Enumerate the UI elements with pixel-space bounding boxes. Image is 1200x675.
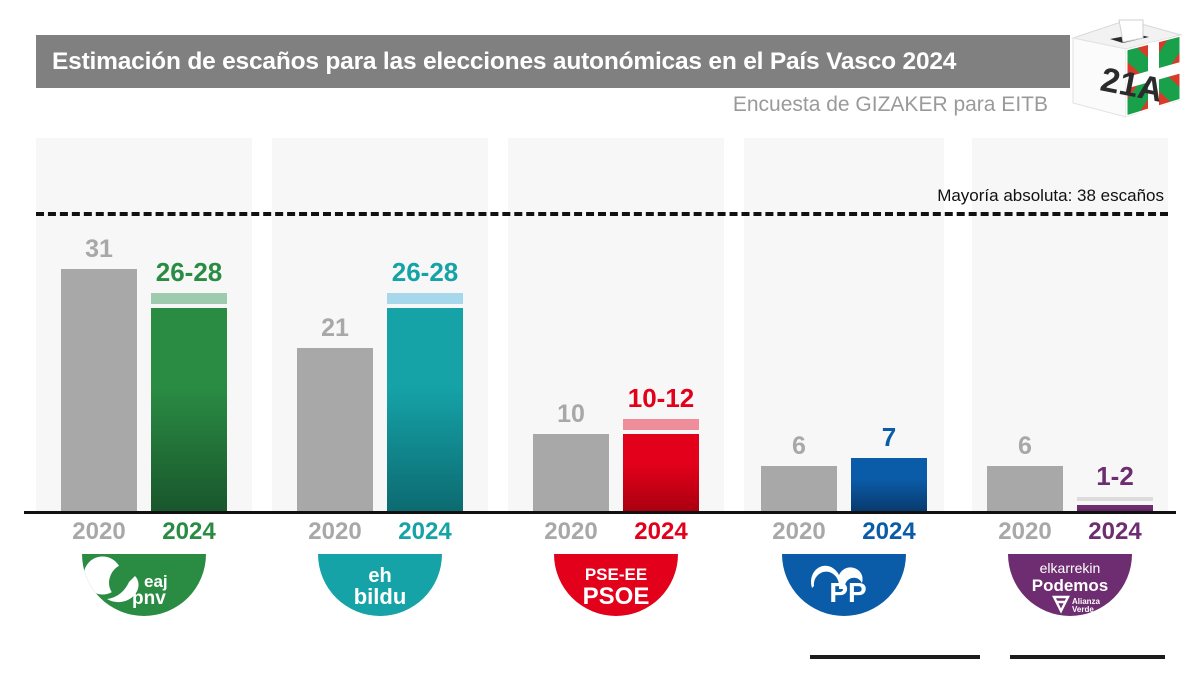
year-label-2024-podemos: 2024	[1088, 518, 1142, 545]
range-band-2024-podemos	[1077, 497, 1153, 502]
pp-logo-mark: PP	[811, 565, 867, 608]
value-label-2020-pnv: 31	[85, 235, 113, 264]
bildu-logo-mark: eh bildu	[354, 565, 407, 609]
bar-2024-pnv	[151, 308, 227, 513]
svg-text:PP: PP	[829, 577, 866, 608]
value-label-2024-pp: 7	[881, 421, 897, 452]
footer-rule-right	[1010, 655, 1165, 659]
range-band-2024-bildu	[387, 292, 463, 305]
year-label-2024-pnv: 2024	[162, 518, 216, 545]
range-band-2024-pnv	[151, 292, 227, 305]
bar-2020-podemos	[987, 465, 1063, 513]
svg-text:Podemos: Podemos	[1032, 576, 1109, 595]
bar-2024-podemos	[1077, 505, 1153, 513]
bar-2020-pse	[533, 434, 609, 513]
subtitle: Encuesta de GIZAKER para EITB	[732, 93, 1048, 116]
party-logo-pnv: eaj pnv	[82, 554, 206, 616]
panel-pp	[744, 138, 944, 513]
year-label-2024-pp: 2024	[862, 518, 916, 545]
bar-2024-bildu	[387, 308, 463, 513]
year-label-2020-podemos: 2020	[998, 518, 1052, 545]
party-logo-pp: PP	[782, 554, 906, 616]
value-label-2024-pse: 10-12	[627, 382, 695, 413]
year-label-2020-bildu: 2020	[308, 518, 362, 545]
range-band-2024-pse	[623, 418, 699, 431]
bar-2024-pp	[851, 457, 927, 513]
value-label-2024-bildu: 26-28	[391, 256, 459, 287]
party-logo-podemos: elkarrekin Podemos Alianza Verde	[1008, 554, 1132, 616]
title-bar: Estimación de escaños para las eleccione…	[36, 35, 1070, 88]
svg-text:Alianza: Alianza	[1072, 597, 1101, 606]
party-logo-bildu: eh bildu	[318, 554, 442, 616]
year-label-2024-bildu: 2024	[398, 518, 452, 545]
podemos-logo-mark: elkarrekin Podemos Alianza Verde	[1032, 560, 1109, 614]
value-label-2020-pp: 6	[792, 431, 806, 460]
majority-threshold-label: Mayoría absoluta: 38 escaños	[937, 186, 1164, 205]
page-title: Estimación de escaños para las eleccione…	[52, 47, 957, 75]
bar-2020-pp	[761, 465, 837, 513]
year-label-2020-pnv: 2020	[72, 518, 126, 545]
pnv-logo-mark: eaj pnv	[83, 556, 168, 609]
svg-text:pnv: pnv	[132, 588, 166, 609]
majority-threshold-line	[36, 212, 1168, 216]
year-label-2020-pse: 2020	[544, 518, 598, 545]
svg-text:Verde: Verde	[1072, 605, 1094, 614]
value-label-2024-pnv: 26-28	[155, 256, 223, 287]
party-logo-pse: PSE-EE PSOE	[554, 554, 678, 616]
year-label-2020-pp: 2020	[772, 518, 826, 545]
pse-logo-mark: PSE-EE PSOE	[583, 565, 650, 610]
bar-2020-bildu	[297, 347, 373, 513]
bar-2020-pnv	[61, 269, 137, 513]
bar-2024-pse	[623, 434, 699, 513]
svg-text:elkarrekin: elkarrekin	[1040, 560, 1101, 576]
value-label-2024-podemos: 1-2	[1096, 461, 1134, 492]
value-label-2020-bildu: 21	[321, 313, 349, 342]
svg-text:bildu: bildu	[354, 584, 407, 609]
svg-text:PSOE: PSOE	[583, 583, 650, 610]
svg-text:eh: eh	[368, 565, 391, 587]
x-axis-baseline	[24, 511, 1176, 514]
svg-text:PSE-EE: PSE-EE	[585, 565, 647, 584]
year-label-2024-pse: 2024	[634, 518, 688, 545]
value-label-2020-podemos: 6	[1018, 431, 1032, 460]
ballot-box-21a-icon: 21A	[1063, 18, 1188, 136]
value-label-2020-pse: 10	[557, 400, 585, 429]
svg-text:eaj: eaj	[144, 572, 168, 591]
footer-rule-left	[810, 655, 980, 659]
panel-podemos	[972, 138, 1168, 513]
